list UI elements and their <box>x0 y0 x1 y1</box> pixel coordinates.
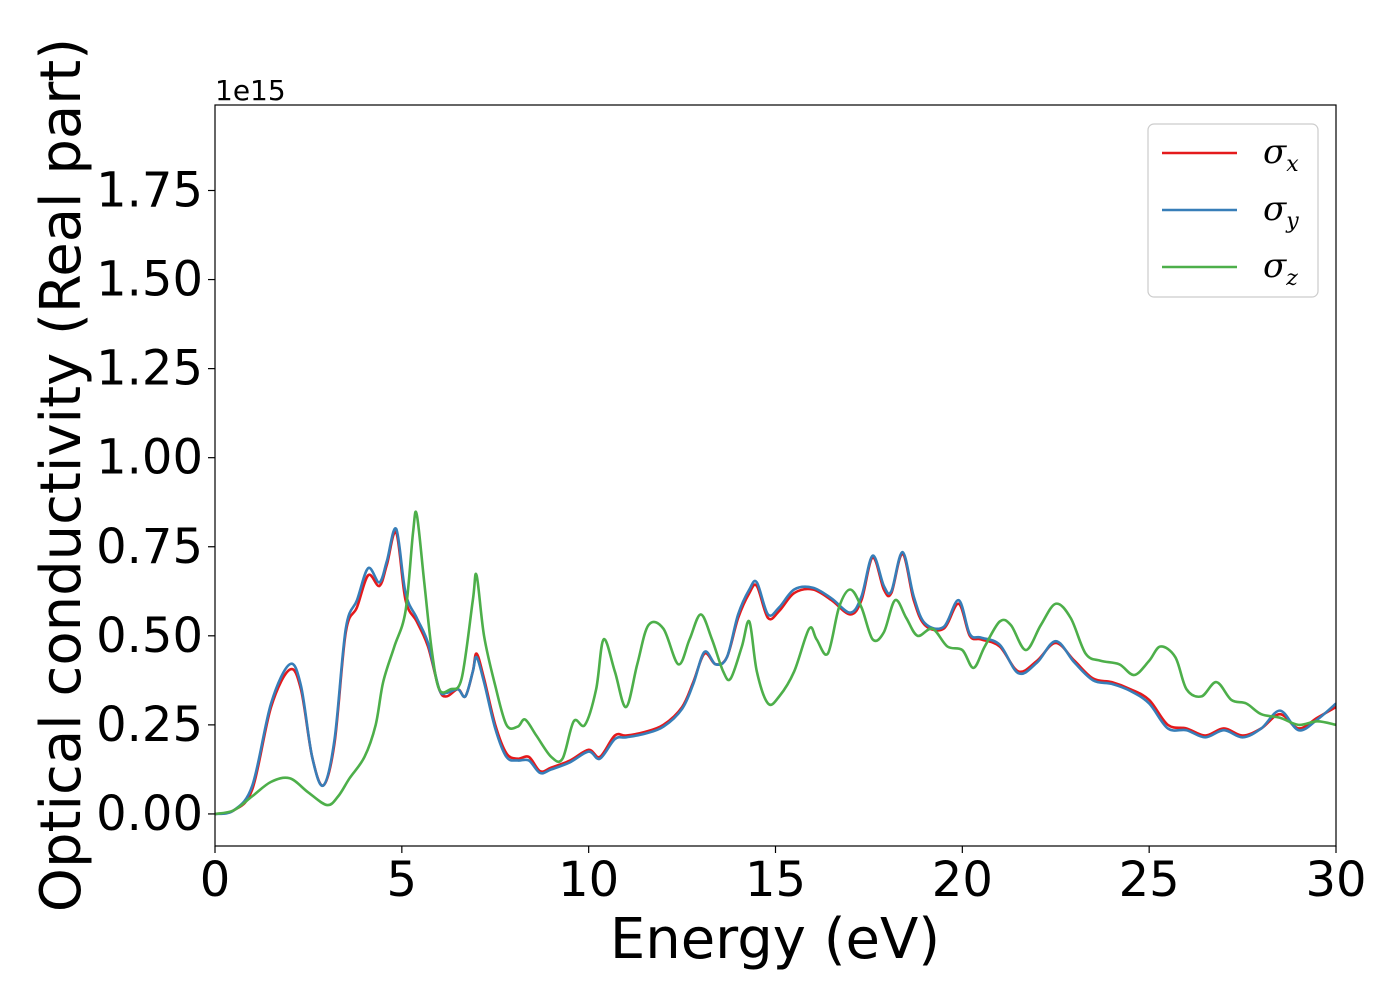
series-line-y <box>215 527 1336 816</box>
x-tick-label: 30 <box>1305 852 1366 908</box>
y-tick-label: 0.75 <box>96 519 203 575</box>
y-axis-label: Optical conductivity (Real part) <box>29 38 94 912</box>
x-tick-label: 0 <box>200 852 231 908</box>
y-tick-label: 1.25 <box>96 341 203 397</box>
y-tick-label: 0.00 <box>96 786 203 842</box>
y-tick-label: 1.00 <box>96 430 203 486</box>
y-axis: 0.00 0.25 0.50 0.75 1.00 1.25 1.50 1.75 <box>96 163 215 842</box>
y-tick-label: 0.25 <box>96 697 203 753</box>
x-tick-label: 15 <box>745 852 806 908</box>
y-offset-text: 1e15 <box>215 74 286 107</box>
x-tick-label: 20 <box>932 852 993 908</box>
series-layer <box>215 510 1336 816</box>
y-tick-label: 1.75 <box>96 163 203 219</box>
y-tick-label: 1.50 <box>96 252 203 308</box>
y-tick-label: 0.50 <box>96 608 203 664</box>
x-tick-label: 10 <box>558 852 619 908</box>
x-axis: 0 5 10 15 20 25 30 <box>200 846 1367 908</box>
series-line-z <box>215 510 1336 816</box>
x-tick-label: 25 <box>1119 852 1180 908</box>
x-tick-label: 5 <box>387 852 418 908</box>
x-axis-label: Energy (eV) <box>610 907 940 972</box>
